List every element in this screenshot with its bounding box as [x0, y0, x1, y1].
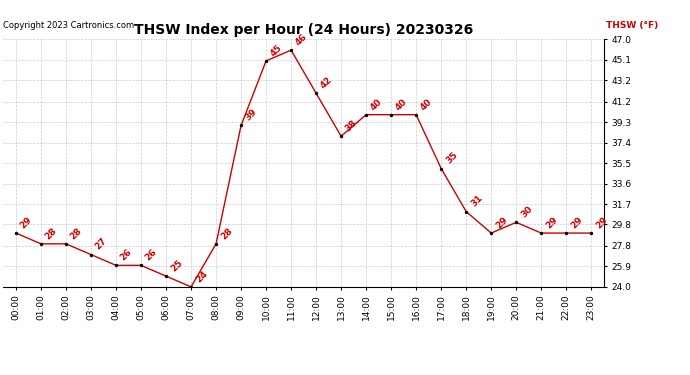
- Text: 24: 24: [194, 269, 209, 284]
- Text: 42: 42: [319, 75, 334, 90]
- Text: 35: 35: [444, 150, 459, 166]
- Text: 29: 29: [569, 215, 584, 230]
- Point: [461, 209, 472, 214]
- Title: THSW Index per Hour (24 Hours) 20230326: THSW Index per Hour (24 Hours) 20230326: [134, 23, 473, 37]
- Point: [161, 273, 172, 279]
- Point: [586, 230, 597, 236]
- Text: 40: 40: [394, 97, 409, 112]
- Text: 26: 26: [144, 248, 159, 262]
- Point: [511, 219, 522, 225]
- Text: 29: 29: [19, 215, 34, 230]
- Text: 28: 28: [69, 226, 84, 241]
- Point: [361, 112, 372, 118]
- Text: 25: 25: [169, 258, 184, 273]
- Point: [386, 112, 397, 118]
- Point: [35, 241, 46, 247]
- Point: [335, 133, 346, 139]
- Text: 29: 29: [544, 215, 560, 230]
- Text: 28: 28: [43, 226, 59, 241]
- Point: [210, 241, 221, 247]
- Text: 26: 26: [119, 248, 134, 262]
- Text: 29: 29: [494, 215, 509, 230]
- Point: [535, 230, 546, 236]
- Text: THSW (°F): THSW (°F): [606, 21, 658, 30]
- Point: [186, 284, 197, 290]
- Text: 30: 30: [519, 204, 534, 219]
- Point: [10, 230, 21, 236]
- Text: 45: 45: [269, 43, 284, 58]
- Text: 27: 27: [94, 237, 109, 252]
- Text: 40: 40: [369, 97, 384, 112]
- Text: 46: 46: [294, 32, 309, 47]
- Point: [261, 58, 272, 64]
- Point: [561, 230, 572, 236]
- Point: [235, 123, 246, 129]
- Point: [286, 47, 297, 53]
- Text: Copyright 2023 Cartronics.com: Copyright 2023 Cartronics.com: [3, 21, 135, 30]
- Point: [435, 165, 446, 171]
- Text: 29: 29: [594, 215, 609, 230]
- Point: [110, 262, 121, 268]
- Point: [411, 112, 422, 118]
- Point: [310, 90, 322, 96]
- Text: 39: 39: [244, 107, 259, 123]
- Point: [135, 262, 146, 268]
- Point: [486, 230, 497, 236]
- Text: 38: 38: [344, 118, 359, 134]
- Point: [86, 252, 97, 258]
- Point: [61, 241, 72, 247]
- Text: 40: 40: [419, 97, 434, 112]
- Text: 28: 28: [219, 226, 234, 241]
- Text: 31: 31: [469, 194, 484, 209]
